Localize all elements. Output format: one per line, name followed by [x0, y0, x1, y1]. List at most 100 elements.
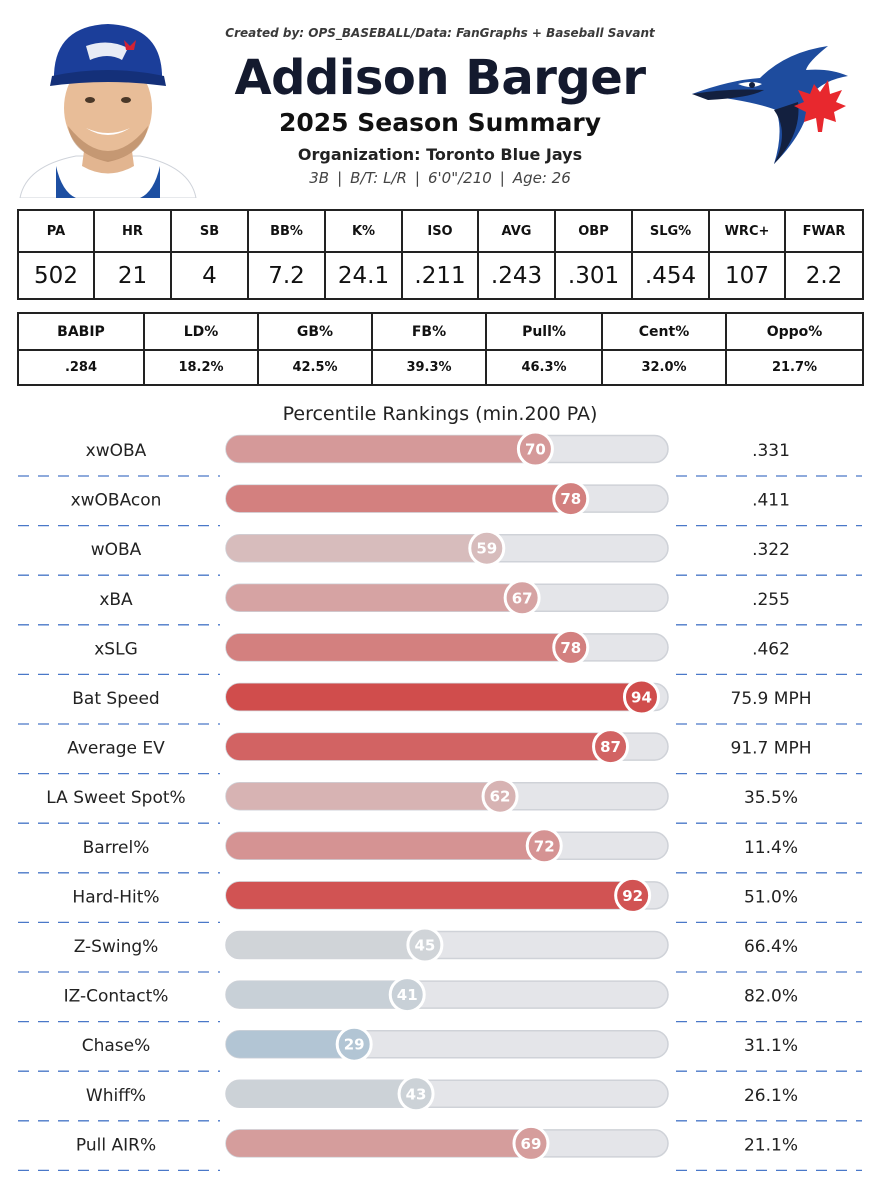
- stat-header: Oppo%: [725, 312, 864, 351]
- metric-label: xBA: [99, 590, 133, 610]
- metric-label: LA Sweet Spot%: [46, 788, 185, 808]
- stat-header: AVG: [477, 209, 556, 253]
- stat-value-label: .462: [752, 639, 790, 659]
- player-headshot-image: [19, 24, 197, 198]
- percentile-bar: [226, 633, 571, 661]
- stat-value: .211: [401, 251, 479, 300]
- stat-header: OBP: [554, 209, 633, 253]
- bio-bats-throws: B/T: L/R: [350, 169, 407, 187]
- chart-title: Percentile Rankings (min.200 PA): [282, 403, 598, 425]
- percentile-marker: [406, 926, 444, 964]
- percentile-marker: [503, 579, 541, 617]
- percentile-marker: [614, 876, 652, 914]
- percentile-bar: [226, 485, 571, 513]
- stat-header: SB: [170, 209, 249, 253]
- metric-label: Bat Speed: [72, 689, 159, 709]
- stat-value: .454: [631, 251, 710, 300]
- percentile-marker: [512, 1124, 550, 1162]
- stat-value-label: .322: [752, 540, 790, 560]
- percentile-value: 87: [600, 738, 621, 756]
- percentile-value: 29: [344, 1036, 365, 1054]
- season-stats-value-row: 502 21 4 7.2 24.1 .211 .243 .301 .454 10…: [17, 251, 864, 300]
- stat-value: 46.3%: [485, 349, 603, 386]
- credit-line: Created by: OPS_BASEBALL/Data: FanGraphs…: [225, 26, 655, 40]
- stat-value-label: 26.1%: [744, 1086, 798, 1106]
- percentile-bar: [226, 733, 611, 761]
- metric-label: wOBA: [91, 540, 142, 560]
- metric-label: Hard-Hit%: [72, 887, 159, 907]
- percentile-value: 45: [414, 937, 435, 955]
- percentile-marker: [592, 728, 630, 766]
- percentile-bar: [226, 1129, 531, 1157]
- stat-value-label: .331: [752, 441, 790, 461]
- percentile-marker: [481, 777, 519, 815]
- metric-label: xwOBA: [86, 441, 147, 461]
- stat-value-label: .411: [752, 491, 790, 511]
- bio-height-weight: 6'0"/210: [427, 169, 492, 187]
- percentile-bar: [226, 931, 425, 959]
- stat-value: 18.2%: [143, 349, 259, 386]
- stat-header: WRC+: [708, 209, 786, 253]
- stat-header: GB%: [257, 312, 373, 351]
- stat-value: 502: [17, 251, 95, 300]
- percentile-marker: [552, 480, 590, 518]
- percentile-value: 62: [490, 788, 511, 806]
- season-stats-table: PA HR SB BB% K% ISO AVG OBP SLG% WRC+ FW…: [17, 209, 864, 300]
- percentile-bar: [226, 435, 536, 463]
- stat-value: 39.3%: [371, 349, 487, 386]
- stat-value-label: 35.5%: [744, 788, 798, 808]
- blue-jays-logo-icon: [692, 46, 848, 164]
- percentile-value: 41: [397, 986, 418, 1004]
- percentile-value: 69: [521, 1135, 542, 1153]
- metric-label: Z-Swing%: [74, 937, 159, 957]
- stat-header: Cent%: [601, 312, 727, 351]
- stat-value: .301: [554, 251, 633, 300]
- percentile-value: 67: [512, 589, 533, 607]
- metric-label: IZ-Contact%: [64, 987, 169, 1007]
- stat-value: 4: [170, 251, 249, 300]
- stat-value-label: 31.1%: [744, 1036, 798, 1056]
- percentile-value: 78: [560, 639, 581, 657]
- percentile-bar: [226, 534, 487, 562]
- stat-value: 7.2: [247, 251, 326, 300]
- stat-value: 32.0%: [601, 349, 727, 386]
- stat-header: Pull%: [485, 312, 603, 351]
- percentile-bar: [226, 881, 633, 909]
- metric-label: Pull AIR%: [76, 1135, 156, 1155]
- stat-value: 42.5%: [257, 349, 373, 386]
- stat-header: FB%: [371, 312, 487, 351]
- stat-value-label: 91.7 MPH: [731, 739, 812, 759]
- player-name: Addison Barger: [234, 50, 646, 106]
- stat-header: BB%: [247, 209, 326, 253]
- percentile-bar: [226, 1030, 355, 1058]
- metric-label: Average EV: [67, 739, 165, 759]
- stat-value: 21.7%: [725, 349, 864, 386]
- percentile-marker: [397, 1075, 435, 1113]
- stat-value-label: 11.4%: [744, 838, 798, 858]
- bio-position: 3B: [309, 169, 330, 187]
- stat-value-label: .255: [752, 590, 790, 610]
- metric-label: xwOBAcon: [71, 491, 162, 511]
- percentile-value: 70: [525, 441, 546, 459]
- stat-value-label: 51.0%: [744, 887, 798, 907]
- percentile-bar: [226, 1080, 417, 1108]
- batted-ball-header-row: BABIP LD% GB% FB% Pull% Cent% Oppo%: [17, 312, 864, 351]
- percentile-marker: [525, 827, 563, 865]
- metric-label: Chase%: [82, 1036, 151, 1056]
- stat-value-label: 66.4%: [744, 937, 798, 957]
- metric-label: xSLG: [94, 639, 138, 659]
- percentile-marker: [468, 529, 506, 567]
- batted-ball-stats-table: BABIP LD% GB% FB% Pull% Cent% Oppo% .284…: [17, 312, 864, 386]
- percentile-value: 72: [534, 837, 555, 855]
- stat-value-label: 82.0%: [744, 987, 798, 1007]
- percentile-value: 59: [476, 540, 497, 558]
- stat-value: 24.1: [324, 251, 403, 300]
- stat-value: .243: [477, 251, 556, 300]
- percentile-bar: [226, 981, 408, 1009]
- stat-header: ISO: [401, 209, 479, 253]
- percentile-marker: [388, 976, 426, 1014]
- stat-value: .284: [17, 349, 145, 386]
- stat-value-label: 75.9 MPH: [731, 689, 812, 709]
- stat-value-label: 21.1%: [744, 1135, 798, 1155]
